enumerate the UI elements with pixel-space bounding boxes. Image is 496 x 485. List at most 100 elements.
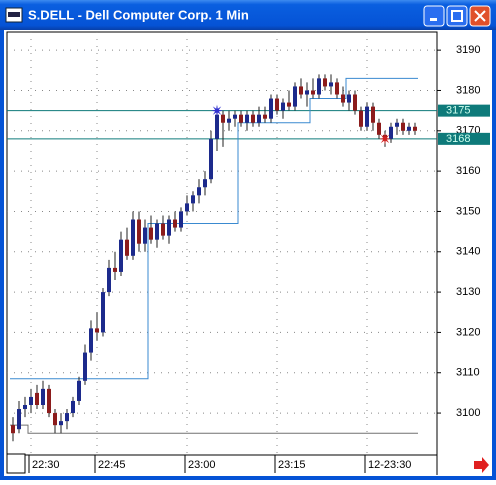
candle-body — [131, 219, 135, 256]
candle-body — [95, 328, 99, 333]
x-tick-label: 22:30 — [32, 459, 60, 471]
y-tick-label: 3180 — [456, 84, 480, 96]
y-tick-label: 3110 — [456, 367, 480, 379]
level-box — [438, 132, 490, 145]
window-title: S.DELL - Dell Computer Corp. 1 Min — [28, 7, 249, 22]
candle-body — [389, 126, 393, 139]
corner-box — [6, 453, 26, 474]
candle-body — [305, 90, 309, 95]
candle-body — [401, 122, 405, 131]
candle-body — [23, 404, 27, 410]
candle-body — [17, 409, 21, 430]
candle-body — [203, 179, 207, 188]
candle-body — [167, 219, 171, 236]
minimize-glyph — [430, 18, 437, 21]
candle-body — [77, 380, 81, 401]
candle-body — [263, 114, 267, 119]
candle-body — [347, 94, 351, 103]
candle-body — [371, 106, 375, 123]
candle-body — [329, 82, 333, 87]
step-line — [10, 77, 418, 380]
candle-body — [269, 98, 273, 119]
candle-body — [299, 86, 303, 95]
y-tick-label: 3150 — [456, 205, 480, 217]
candle-body — [53, 413, 57, 426]
level-box — [438, 104, 490, 117]
candle-body — [281, 102, 285, 111]
x-tick-label: 12-23:30 — [368, 459, 411, 471]
candle-body — [11, 425, 15, 434]
level-label: 3175 — [446, 105, 470, 117]
y-tick-label: 3120 — [456, 326, 480, 338]
x-tick-label: 22:45 — [98, 459, 126, 471]
candle-body — [173, 219, 177, 228]
candle-body — [353, 94, 357, 111]
candle-body — [179, 211, 183, 228]
candle-body — [83, 352, 87, 381]
candle-body — [287, 102, 291, 107]
step-line — [10, 424, 418, 434]
x-tick-label: 23:00 — [188, 459, 216, 471]
candle-body — [335, 82, 339, 95]
candle-body — [413, 126, 417, 131]
candle-body — [341, 94, 345, 103]
candle-body — [359, 110, 363, 127]
candle-body — [209, 138, 213, 180]
candle-body — [59, 421, 63, 426]
candle-body — [41, 388, 45, 405]
app-icon-inner — [8, 12, 20, 17]
candle-body — [113, 267, 117, 272]
minimize-button[interactable] — [423, 5, 445, 27]
maximize-glyph — [451, 10, 463, 22]
candle-body — [227, 118, 231, 123]
candle-body — [29, 396, 33, 405]
title-bar — [0, 0, 496, 30]
y-tick-label: 3190 — [456, 44, 480, 56]
candle-body — [239, 114, 243, 123]
candle-body — [65, 413, 69, 422]
signal-marker — [211, 104, 223, 117]
y-tick-label: 3100 — [456, 407, 480, 419]
candle-body — [293, 86, 297, 107]
close-glyph — [474, 10, 486, 22]
x-tick-label: 23:15 — [278, 459, 306, 471]
candle-body — [191, 195, 195, 204]
chart-layer: 3100311031203130314031503160317031803190… — [7, 32, 490, 473]
candle-body — [311, 90, 315, 95]
candle-body — [215, 114, 219, 139]
candle-body — [317, 78, 321, 95]
candle-body — [257, 114, 261, 123]
candle-body — [137, 219, 141, 244]
candle-body — [107, 267, 111, 293]
candle-body — [245, 114, 249, 123]
plot-area — [6, 31, 438, 456]
candle-body — [221, 114, 225, 123]
candle-body — [323, 78, 327, 87]
scroll-arrow[interactable] — [474, 457, 489, 473]
candle-body — [71, 400, 75, 414]
candle-body — [233, 114, 237, 119]
candle-body — [149, 227, 153, 240]
candle-body — [119, 239, 123, 272]
candle-body — [35, 392, 39, 405]
candle-body — [185, 203, 189, 212]
level-label: 3168 — [446, 133, 470, 145]
candle-body — [251, 114, 255, 123]
candle-body — [407, 126, 411, 131]
y-tick-label: 3160 — [456, 165, 480, 177]
candle-body — [101, 292, 105, 333]
y-tick-label: 3130 — [456, 286, 480, 298]
y-tick-label: 3140 — [456, 246, 480, 258]
candle-body — [275, 98, 279, 111]
candle-body — [89, 328, 93, 353]
signal-marker — [379, 132, 391, 145]
candle-body — [125, 239, 129, 256]
candle-body — [161, 223, 165, 236]
candle-body — [47, 388, 51, 414]
candle-body — [377, 122, 381, 135]
maximize-button[interactable] — [446, 5, 468, 27]
candle-body — [395, 122, 399, 127]
candle-body — [197, 187, 201, 196]
